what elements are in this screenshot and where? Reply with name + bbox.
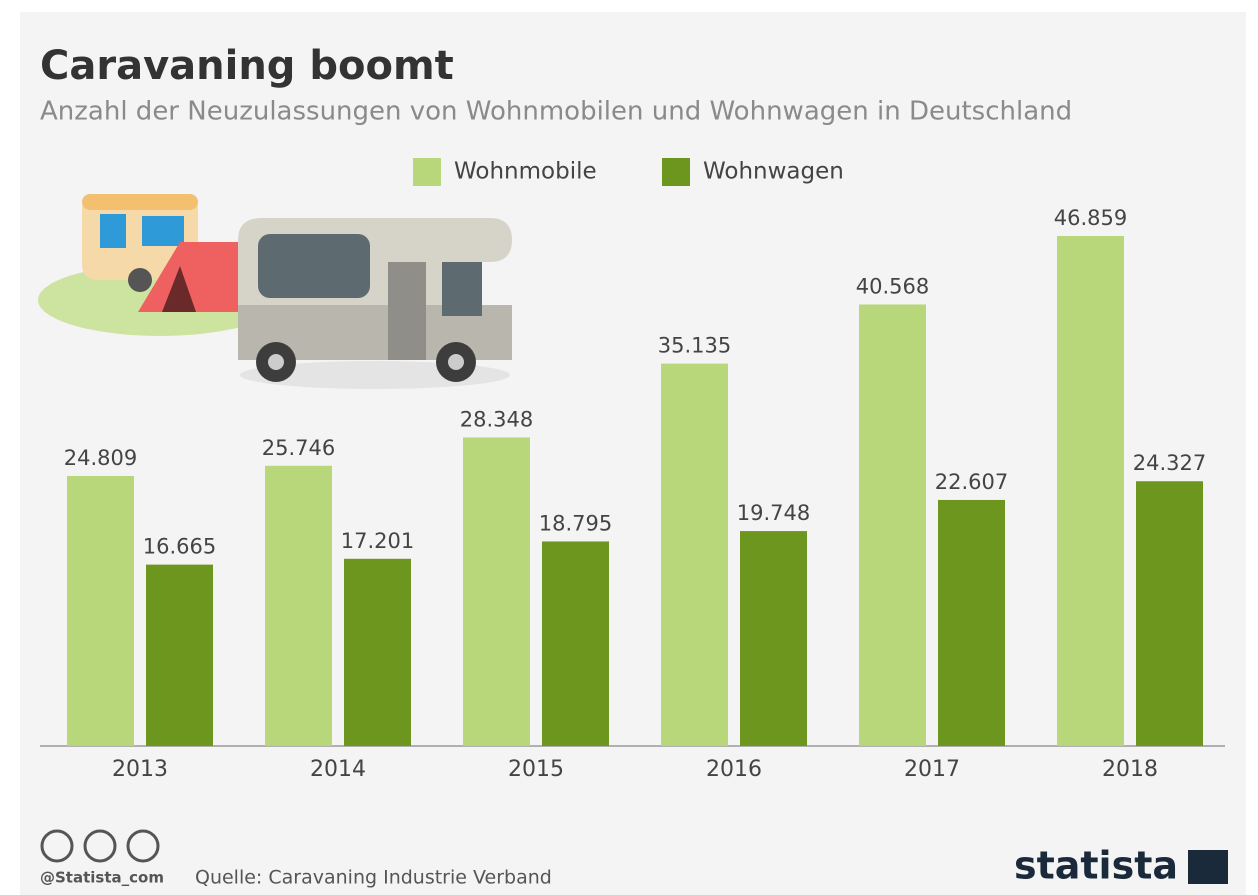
credit: @Statista_com	[40, 869, 164, 887]
bar	[661, 363, 728, 746]
bar	[542, 541, 609, 746]
illustration	[38, 194, 512, 389]
background	[20, 12, 1246, 895]
x-tick-label: 2017	[904, 757, 960, 782]
value-label: 25.746	[262, 436, 335, 460]
value-label: 16.665	[143, 535, 216, 559]
source: Quelle: Caravaning Industrie Verband	[195, 867, 552, 889]
value-label: 40.568	[856, 274, 929, 298]
bar	[740, 531, 807, 746]
chart-subtitle: Anzahl der Neuzulassungen von Wohnmobile…	[40, 97, 1072, 127]
x-tick-label: 2018	[1102, 757, 1158, 782]
bar	[1136, 481, 1203, 746]
value-label: 28.348	[460, 407, 533, 431]
value-label: 35.135	[658, 334, 731, 358]
value-label: 24.809	[64, 446, 137, 470]
bar	[344, 558, 411, 746]
chart-title: Caravaning boomt	[40, 43, 454, 89]
legend-label: Wohnwagen	[703, 159, 844, 185]
value-label: 17.201	[341, 529, 414, 553]
bar	[463, 437, 530, 746]
value-label: 19.748	[737, 501, 810, 525]
legend-swatch	[662, 158, 690, 186]
brand-icon	[1188, 850, 1228, 884]
x-tick-label: 2014	[310, 757, 366, 782]
x-tick-label: 2016	[706, 757, 762, 782]
value-label: 24.327	[1133, 451, 1206, 475]
value-label: 22.607	[935, 470, 1008, 494]
value-label: 18.795	[539, 511, 612, 535]
bar	[146, 564, 213, 746]
x-tick-label: 2015	[508, 757, 564, 782]
x-tick-label: 2013	[112, 757, 168, 782]
cc-icons	[40, 829, 160, 863]
bar	[265, 465, 332, 746]
legend-label: Wohnmobile	[454, 159, 597, 185]
bar	[1057, 236, 1124, 746]
bar	[67, 475, 134, 746]
brand: statista	[1014, 844, 1178, 888]
bar	[938, 499, 1005, 746]
value-label: 46.859	[1054, 206, 1127, 230]
bar	[859, 304, 926, 746]
legend-swatch	[413, 158, 441, 186]
